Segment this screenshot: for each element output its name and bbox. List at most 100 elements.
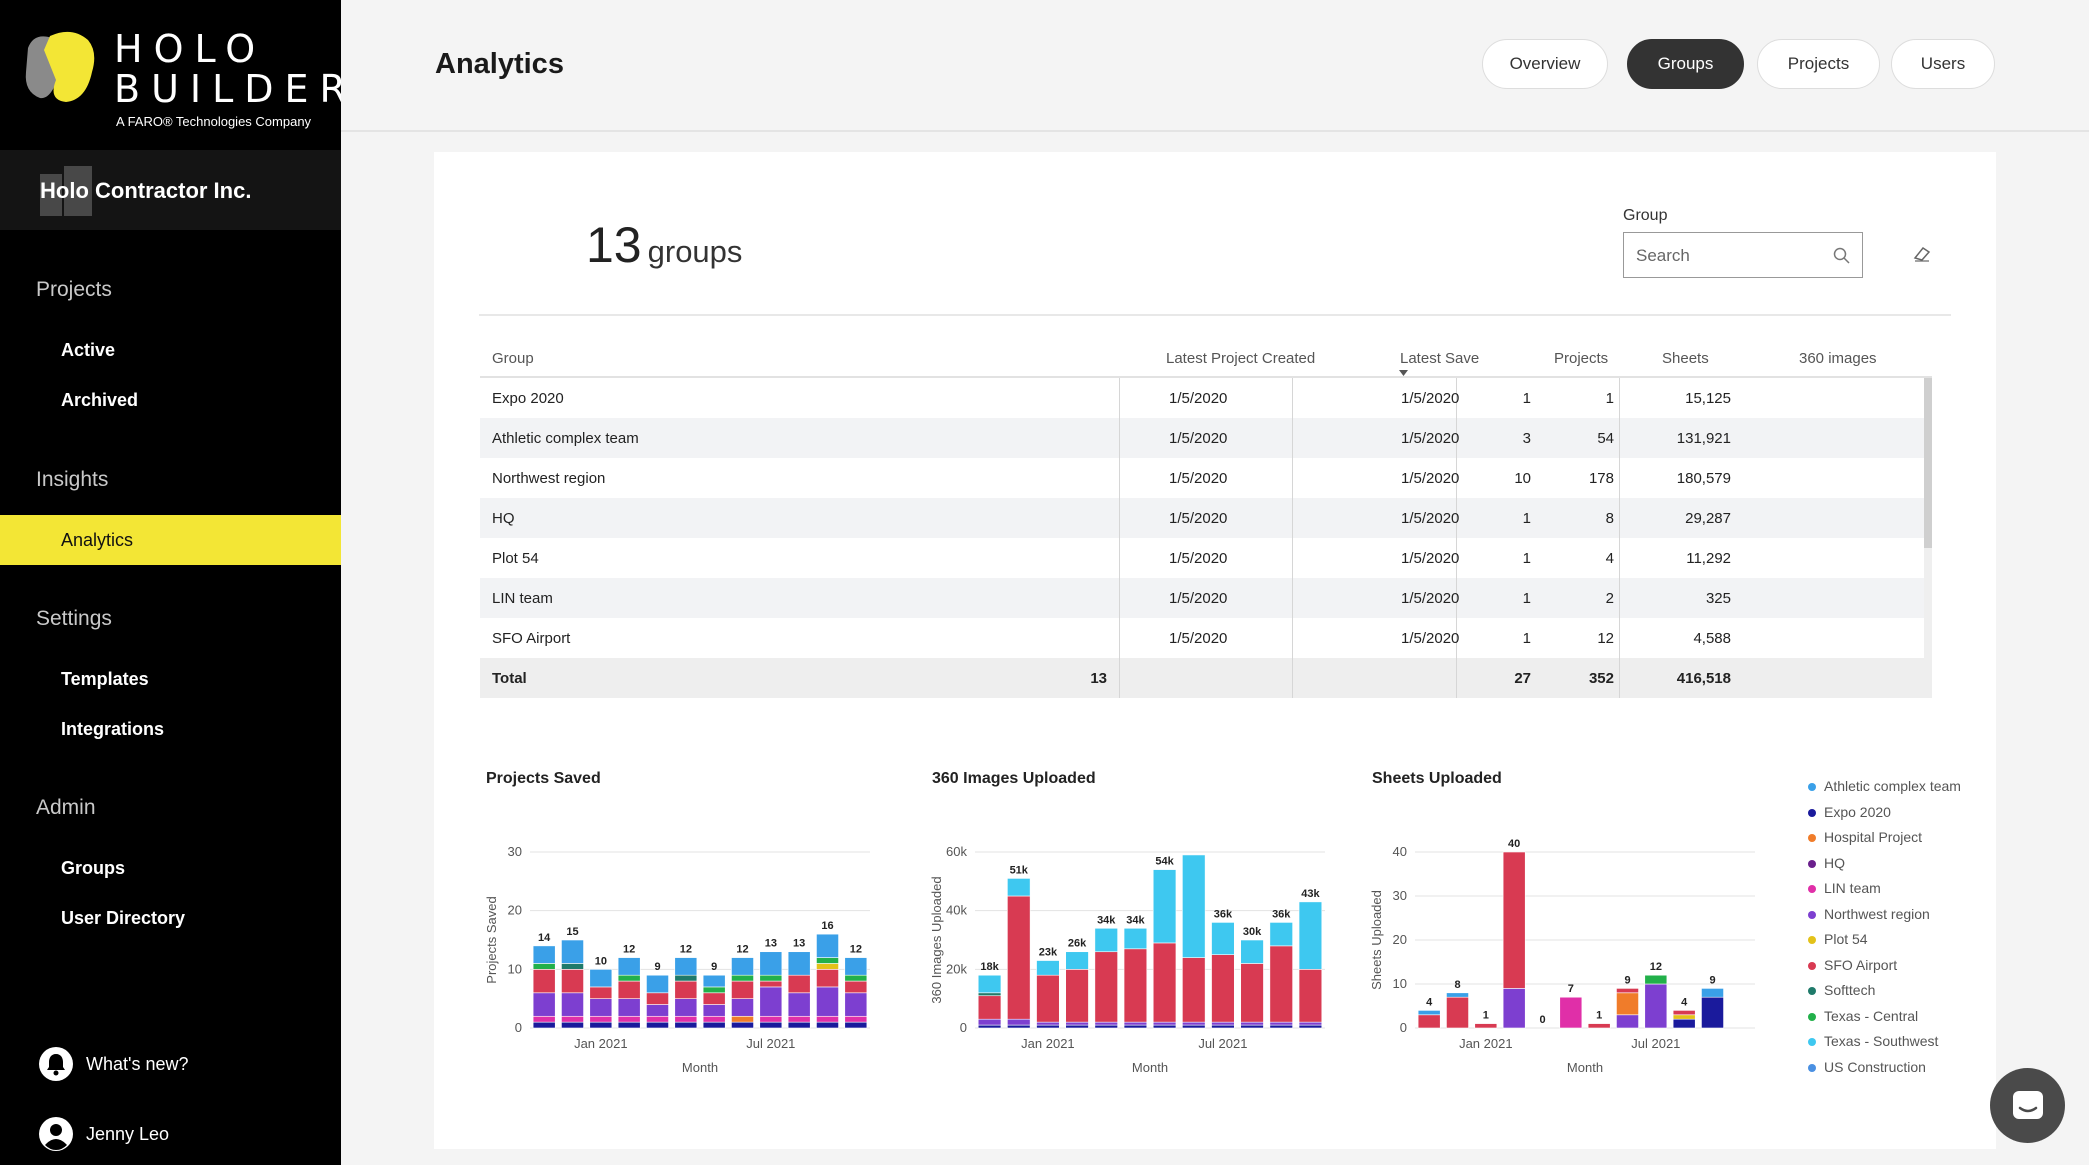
cell-360-images: 180,579: [1676, 470, 1731, 487]
sidebar-item-integrations[interactable]: Integrations: [61, 719, 165, 739]
bar-segment: [731, 980, 754, 999]
company-switcher[interactable]: Holo Contractor Inc.: [0, 150, 341, 230]
sidebar-item-templates[interactable]: Templates: [61, 669, 149, 689]
sidebar-item-groups[interactable]: Groups: [61, 858, 126, 878]
bar-segment: [1417, 1010, 1441, 1016]
sheets-uploaded-chart: 0 10 20 30 40 Sheets Uploaded Month 4 8 1 40 0 7 1 9 12…: [1369, 838, 1755, 1075]
user-menu[interactable]: Jenny Leo: [38, 1114, 169, 1154]
bar-segment: [646, 974, 669, 994]
cell-latest-project-created: 1/5/2020: [1169, 590, 1228, 607]
tab-overview[interactable]: Overview: [1482, 39, 1608, 89]
table-scrollbar-thumb[interactable]: [1924, 378, 1932, 548]
table-body: Expo 2020 1/5/2020 1/5/2020 1 1 15,125 Athleti…: [480, 378, 1932, 698]
bar-segment: [1094, 951, 1118, 1023]
column-divider: [1119, 658, 1120, 698]
sidebar-item-analytics[interactable]: Analytics: [0, 515, 341, 565]
bar-segment: [1182, 1021, 1206, 1026]
data-label: 30k: [1243, 926, 1262, 938]
table-row[interactable]: LIN team 1/5/2020 1/5/2020 1 2 325: [480, 578, 1932, 618]
legend-item[interactable]: Plot 54: [1808, 931, 1868, 947]
table-row[interactable]: Expo 2020 1/5/2020 1/5/2020 1 1 15,125: [480, 378, 1932, 418]
bar-segment: [1672, 1014, 1696, 1020]
data-label: 4: [1681, 996, 1688, 1008]
data-label: 8: [1454, 979, 1460, 991]
sidebar-item-active[interactable]: Active: [61, 340, 116, 360]
bar-segment: [1094, 1021, 1118, 1026]
legend-item[interactable]: Expo 2020: [1808, 804, 1891, 820]
group-search-box[interactable]: [1623, 232, 1863, 278]
legend-item[interactable]: Softtech: [1808, 982, 1875, 998]
sidebar-item-archived[interactable]: Archived: [61, 390, 139, 410]
table-row[interactable]: Plot 54 1/5/2020 1/5/2020 1 4 11,292: [480, 538, 1932, 578]
tab-users[interactable]: Users: [1891, 39, 1995, 89]
column-header-latest-project-created[interactable]: Latest Project Created: [1166, 350, 1316, 367]
legend-item[interactable]: Texas - Central: [1808, 1008, 1918, 1024]
bar-segment: [617, 1021, 641, 1029]
bar-segment: [731, 974, 754, 982]
column-header-360-images[interactable]: 360 images: [1799, 350, 1877, 367]
search-icon[interactable]: [1833, 247, 1850, 264]
column-header-latest-save[interactable]: Latest Save: [1400, 350, 1480, 367]
group-search-input[interactable]: [1636, 243, 1826, 269]
bar-segment: [1007, 878, 1031, 897]
column-header-projects[interactable]: Projects: [1554, 350, 1609, 367]
cell-latest-project-created: 1/5/2020: [1169, 510, 1228, 527]
legend-item[interactable]: HQ: [1808, 855, 1845, 871]
holobuilder-logo[interactable]: HOLO BUILDER A FARO® Technologies Compan…: [22, 27, 346, 138]
bar-segment: [1211, 1024, 1235, 1029]
legend-color-swatch: [1808, 808, 1816, 817]
y-axis-label: Projects Saved: [484, 896, 499, 983]
sidebar-item-user-directory[interactable]: User Directory: [61, 908, 186, 928]
column-header-sheets[interactable]: Sheets: [1662, 350, 1709, 367]
bar-segment: [977, 1024, 1002, 1029]
bar-segment: [702, 1021, 726, 1029]
legend-item[interactable]: SFO Airport: [1808, 957, 1897, 973]
data-label: 9: [654, 961, 660, 973]
column-divider: [1119, 578, 1120, 618]
table-row[interactable]: HQ 1/5/2020 1/5/2020 1 8 29,287: [480, 498, 1932, 538]
y-tick-label: 0: [1400, 1020, 1407, 1035]
legend-color-swatch: [1808, 936, 1816, 945]
table-row[interactable]: Northwest region 1/5/2020 1/5/2020 10 178 180…: [480, 458, 1932, 498]
bar-segment: [1123, 948, 1148, 1023]
chat-launcher-button[interactable]: [1990, 1068, 2065, 1143]
logo-word-holo: HOLO: [114, 27, 267, 71]
bar-segment: [1065, 1024, 1089, 1029]
table-scrollbar[interactable]: [1924, 378, 1932, 660]
column-divider: [1619, 658, 1620, 698]
data-label: 12: [736, 944, 748, 956]
bar-segment: [759, 980, 783, 988]
table-row[interactable]: SFO Airport 1/5/2020 1/5/2020 1 12 4,588: [480, 618, 1932, 658]
legend-item[interactable]: Hospital Project: [1808, 829, 1922, 845]
legend-item[interactable]: US Construction: [1808, 1059, 1926, 1075]
legend-label: Texas - Central: [1824, 1007, 1919, 1024]
cell-total-sheets: 352: [1588, 670, 1614, 687]
cell-projects: 1: [1522, 510, 1531, 527]
table-total-row[interactable]: Total 13 27 352 416,518: [480, 658, 1932, 698]
data-label: 4: [1426, 996, 1433, 1008]
legend-item[interactable]: Texas - Southwest: [1808, 1033, 1938, 1049]
cell-latest-save: 1/5/2020: [1401, 470, 1460, 487]
y-tick-label: 0: [515, 1020, 522, 1035]
column-header-group[interactable]: Group: [492, 350, 534, 367]
tab-projects[interactable]: Projects: [1757, 39, 1880, 89]
page-header: Analytics Overview Groups Projects Users: [341, 0, 2089, 132]
legend-item[interactable]: Northwest region: [1808, 906, 1930, 922]
nav-section-projects: Projects: [36, 278, 112, 301]
y-tick-label: 0: [960, 1020, 967, 1035]
table-row[interactable]: Athletic complex team 1/5/2020 1/5/2020 3 54…: [480, 418, 1932, 458]
whats-new-button[interactable]: What's new?: [38, 1044, 188, 1084]
bar-segment: [816, 957, 839, 964]
tab-groups[interactable]: Groups: [1627, 39, 1744, 89]
data-label: 9: [1709, 974, 1715, 986]
cell-latest-save: 1/5/2020: [1401, 510, 1460, 527]
y-tick-label: 20: [508, 903, 522, 918]
y-tick-label: 40: [1393, 844, 1407, 859]
table-header: Group Latest Project Created Latest Save…: [480, 336, 1932, 378]
bar-segment: [561, 939, 584, 964]
legend-item[interactable]: Athletic complex team: [1808, 778, 1961, 794]
bar-segment: [532, 945, 556, 964]
column-divider: [1292, 578, 1293, 618]
legend-item[interactable]: LIN team: [1808, 880, 1881, 896]
eraser-icon[interactable]: [1912, 244, 1932, 264]
